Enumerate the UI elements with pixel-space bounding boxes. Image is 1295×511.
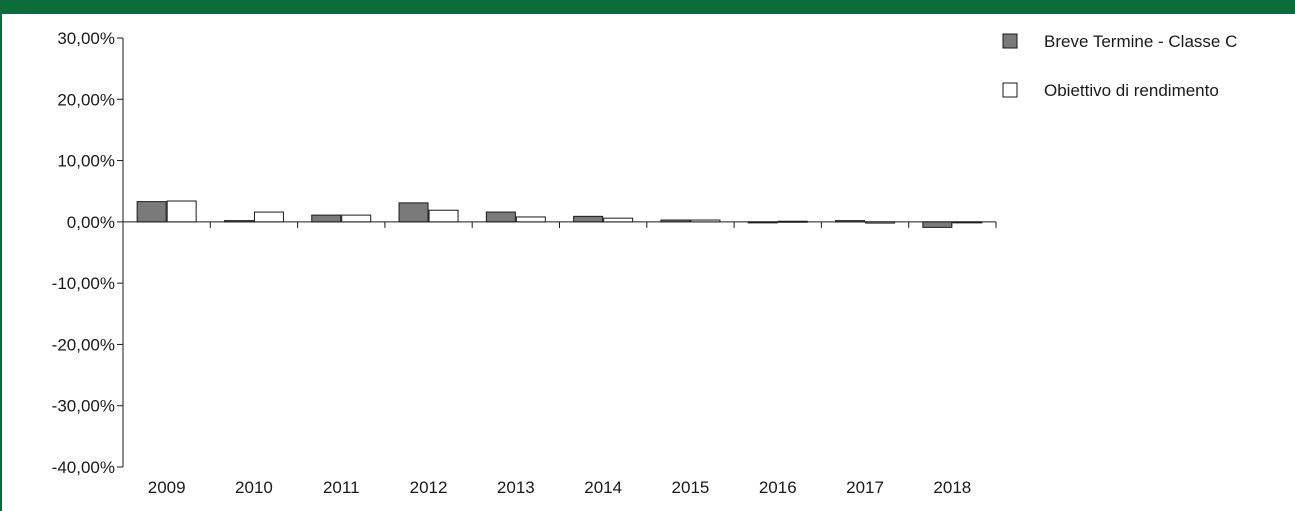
bar-series-1 (747, 221, 778, 224)
bar-series-1 (223, 220, 254, 223)
y-tick-label: 30,00% (57, 29, 115, 48)
bar-series-2 (603, 217, 634, 223)
x-tick-label: 2016 (759, 478, 797, 497)
legend-swatch (1002, 82, 1018, 98)
x-axis: 2009 2010 2011 2012 2013 2014 2015 2016 2017 2018 (122, 221, 997, 497)
bar-series-2 (952, 221, 983, 224)
bar-series-1 (660, 219, 691, 223)
y-tick-label: 0,00% (67, 213, 115, 232)
y-axis: 30,00% 20,00% 10,00% 0,00% -10,00% -20,00% -30… (52, 29, 124, 477)
x-tick-label: 2012 (410, 478, 448, 497)
bar-series-1 (485, 211, 516, 223)
bars (136, 200, 983, 228)
x-tick-label: 2015 (672, 478, 710, 497)
bar-series-2 (865, 221, 896, 224)
bar-series-2 (515, 216, 546, 223)
bar-series-1 (922, 221, 953, 228)
legend-label: Breve Termine - Classe C (1044, 32, 1237, 51)
bar-series-2 (690, 219, 721, 223)
y-tick-label: -20,00% (52, 335, 115, 354)
y-tick-label: -10,00% (52, 274, 115, 293)
x-tick-label: 2010 (235, 478, 273, 497)
bar-series-2 (428, 209, 459, 223)
bar-series-2 (777, 220, 808, 223)
bar-series-1 (573, 215, 604, 223)
bar-series-2 (253, 211, 284, 223)
y-tick-label: -30,00% (52, 397, 115, 416)
x-tick-label: 2009 (148, 478, 186, 497)
bar-series-1 (398, 202, 429, 223)
legend-label: Obiettivo di rendimento (1044, 81, 1219, 100)
bar-series-1 (835, 220, 866, 223)
bar-series-1 (136, 201, 167, 223)
x-tick-label: 2018 (933, 478, 971, 497)
legend-swatch (1002, 33, 1018, 49)
bar-series-1 (311, 214, 342, 223)
y-tick-label: 20,00% (57, 90, 115, 109)
bar-series-2 (166, 200, 197, 223)
y-tick-label: -40,00% (52, 458, 115, 477)
bar-series-2 (341, 214, 372, 223)
x-tick-label: 2011 (323, 478, 360, 497)
y-tick-label: 10,00% (57, 152, 115, 171)
header-bar (0, 0, 1295, 14)
x-tick-label: 2014 (584, 478, 622, 497)
x-tick-label: 2017 (846, 478, 884, 497)
x-tick-label: 2013 (497, 478, 535, 497)
legend: Breve Termine - Classe C Obiettivo di ren… (1002, 32, 1237, 100)
